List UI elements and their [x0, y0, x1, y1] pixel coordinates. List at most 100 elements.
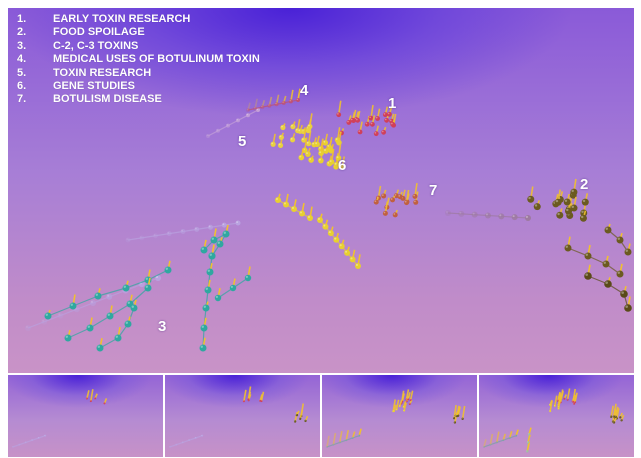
- thumb-cluster-1-node: [574, 401, 577, 404]
- thumb-cluster-3-node-highlight: [169, 446, 170, 447]
- thumb-cluster-1-node: [409, 399, 412, 402]
- cluster-4-trail-node: [246, 113, 250, 118]
- thumb-cluster-1-stick: [259, 394, 263, 402]
- thumb-cluster-1-node-highlight: [90, 400, 91, 402]
- thumb-cluster-1-node-highlight: [557, 400, 559, 401]
- thumb-cluster-1-stick: [90, 389, 94, 402]
- cluster-label-7: 7: [429, 182, 438, 199]
- cluster-6-node-highlight: [307, 215, 311, 218]
- cluster-5-node: [301, 137, 307, 143]
- cluster-7-node: [392, 212, 398, 218]
- cluster-6-node: [339, 164, 346, 170]
- cluster-1-node: [357, 129, 363, 135]
- cluster-3-node-highlight: [209, 253, 212, 256]
- thumb-cluster-2-node: [461, 417, 464, 421]
- trail-center-node: [153, 233, 158, 239]
- cluster-6-node-highlight: [319, 151, 322, 154]
- thumb-cluster-1-node-highlight: [409, 399, 411, 401]
- cluster-6-node: [317, 217, 323, 223]
- trail-center-node: [125, 237, 131, 243]
- thumb-cluster-1-node-highlight: [574, 401, 576, 403]
- thumb-cluster-2-stick: [457, 406, 461, 416]
- cluster-3-link: [89, 315, 111, 329]
- cluster-1-node: [375, 116, 380, 121]
- thumbnail-2[interactable]: [165, 375, 320, 457]
- cluster-3-link: [147, 269, 169, 281]
- thumb-cluster-3-node: [332, 443, 335, 446]
- cluster-label-5: 5: [238, 133, 247, 150]
- cluster-7-node-highlight: [381, 194, 384, 196]
- cluster-legend: 1. EARLY TOXIN RESEARCH 2. FOOD SPOILAGE 3…: [17, 13, 260, 107]
- thumbnail-4[interactable]: [479, 375, 634, 457]
- cluster-7-trail-node-highlight: [472, 212, 475, 215]
- cluster-3-node: [210, 236, 218, 244]
- trail-center-node-highlight: [222, 223, 225, 226]
- legend-item: 6. GENE STUDIES: [17, 80, 135, 93]
- thumb-cluster-1-node: [259, 399, 262, 402]
- cluster-1-node-highlight: [355, 118, 358, 121]
- thumb-cluster-3-node-highlight: [12, 446, 13, 447]
- thumb-cluster-3-node: [24, 441, 27, 444]
- visualization-main-view[interactable]: 1. EARLY TOXIN RESEARCH 2. FOOD SPOILAGE 3…: [8, 8, 634, 373]
- cluster-2-node-highlight: [580, 215, 584, 219]
- thumb-cluster-3-link: [182, 439, 190, 443]
- cluster-6-node-highlight: [339, 244, 342, 247]
- thumb-cluster-3-link: [503, 437, 510, 441]
- cluster-2-node-highlight: [581, 210, 584, 214]
- thumb-cluster-2-node-highlight: [610, 415, 612, 417]
- cluster-7-trail-node-highlight: [485, 213, 489, 216]
- cluster-2-node-highlight: [617, 237, 621, 240]
- cluster-3-link: [109, 303, 131, 317]
- cluster-2-node: [624, 304, 632, 312]
- cluster-1-node: [336, 112, 342, 118]
- cluster-3-node-highlight: [70, 303, 73, 306]
- cluster-6-node-highlight: [350, 257, 353, 260]
- cluster-3-node: [214, 294, 222, 302]
- cluster-3-link: [97, 287, 127, 297]
- thumb-cluster-2-node-highlight: [613, 421, 615, 423]
- cluster-3-node-highlight: [107, 313, 110, 316]
- thumb-cluster-3-link: [19, 441, 27, 446]
- cluster-4-node: [281, 100, 286, 105]
- cluster-2-node: [556, 211, 564, 219]
- thumb-cluster-6-node: [557, 407, 560, 410]
- cluster-4-trail-node: [256, 108, 260, 112]
- cluster-3-trail-link: [27, 321, 45, 329]
- thumb-cluster-6-node-highlight: [549, 404, 551, 405]
- cluster-1-node-highlight: [383, 113, 386, 115]
- thumb-cluster-3-node: [168, 445, 171, 448]
- thumb-cluster-3b-node-highlight: [527, 441, 529, 443]
- cluster-4-node: [296, 98, 300, 102]
- cluster-7-trail-node: [471, 211, 478, 218]
- thumb-cluster-3-link: [25, 439, 33, 443]
- thumb-cluster-3-link: [12, 444, 20, 448]
- trail-center-node: [139, 235, 145, 241]
- cluster-2-node-highlight: [571, 205, 575, 209]
- trail-center-node-highlight: [208, 225, 211, 228]
- cluster-3-node-highlight: [201, 247, 204, 250]
- thumbnail-1[interactable]: [8, 375, 163, 457]
- thumb-cluster-1-stick: [559, 389, 564, 403]
- cluster-3-node: [208, 252, 216, 260]
- thumb-cluster-2-node-highlight: [613, 415, 614, 417]
- thumb-cluster-6-node: [549, 410, 552, 413]
- thumb-cluster-3-node-highlight: [496, 441, 497, 443]
- cluster-6-node-highlight: [312, 142, 315, 145]
- cluster-3-node-highlight: [145, 285, 148, 288]
- thumb-cluster-3-stick: [339, 431, 343, 443]
- thumb-cluster-6-node: [403, 409, 406, 412]
- thumb-cluster-1-node-highlight: [405, 398, 407, 400]
- thumb-cluster-3-node-highlight: [502, 439, 504, 441]
- thumbnail-strip: [8, 375, 634, 457]
- cluster-6-node: [299, 210, 305, 217]
- thumb-cluster-1-node-highlight: [407, 398, 409, 400]
- cluster-2-node: [570, 188, 578, 196]
- thumb-cluster-1-node-highlight: [86, 397, 87, 399]
- thumb-cluster-1-node-highlight: [259, 400, 261, 401]
- cluster-6-node: [307, 215, 313, 221]
- trail-center-node: [166, 231, 172, 237]
- cluster-2-node: [564, 244, 572, 252]
- thumbnail-3[interactable]: [322, 375, 477, 457]
- thumb-cluster-3-link: [189, 437, 196, 441]
- thumb-cluster-3-node: [508, 436, 511, 439]
